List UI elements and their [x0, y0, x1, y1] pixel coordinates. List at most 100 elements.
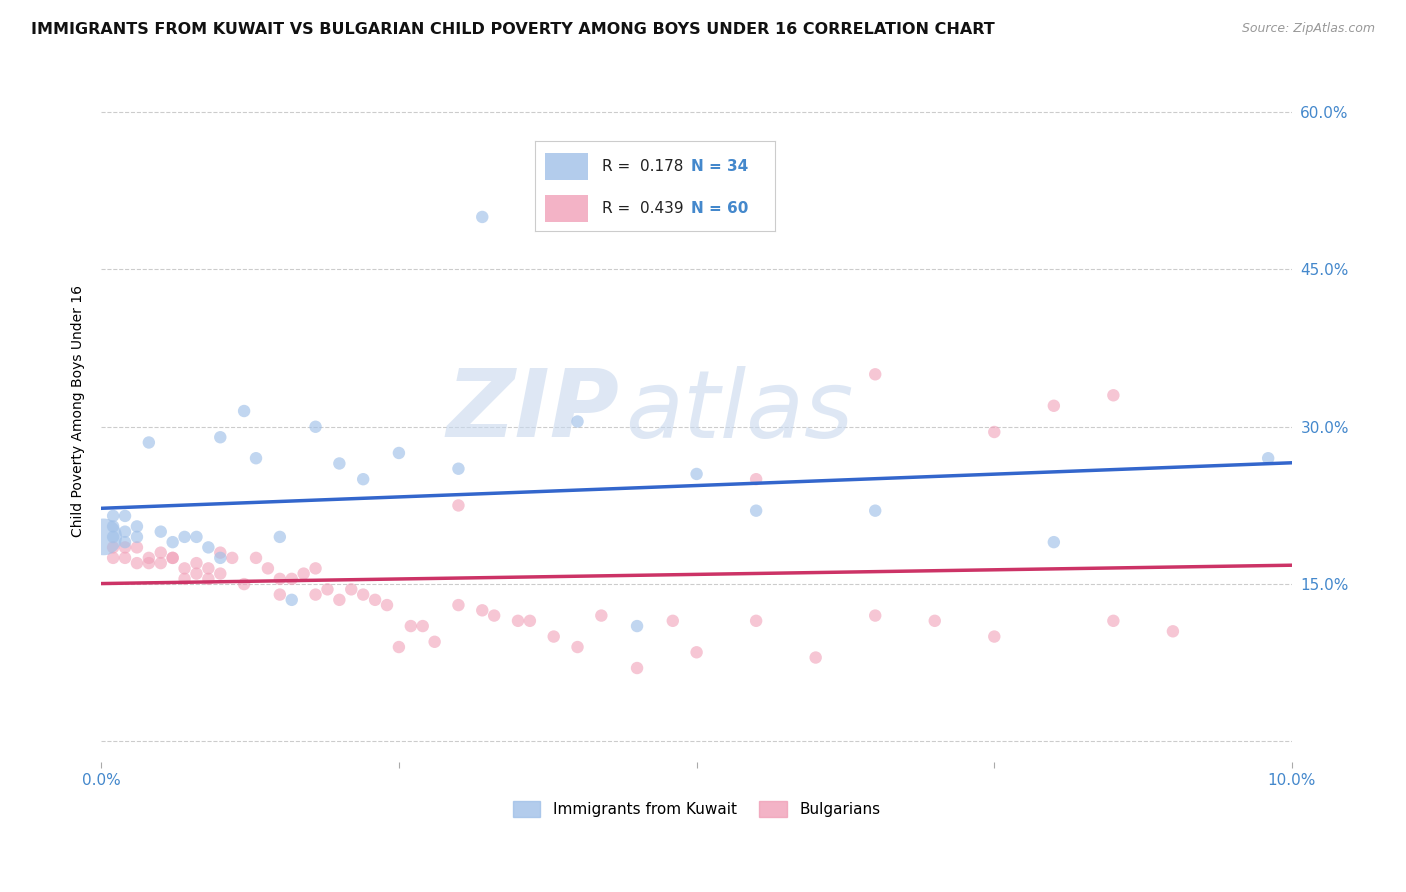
Point: [1102, 614, 1125, 628]
Point: [149, 524, 172, 539]
Point: [375, 598, 398, 612]
Point: [983, 630, 1005, 644]
Point: [304, 419, 326, 434]
Point: [186, 556, 208, 570]
Legend: Immigrants from Kuwait, Bulgarians: Immigrants from Kuwait, Bulgarians: [505, 794, 889, 825]
Point: [197, 541, 219, 555]
Text: Source: ZipAtlas.com: Source: ZipAtlas.com: [1241, 22, 1375, 36]
Point: [162, 550, 184, 565]
Point: [304, 561, 326, 575]
Point: [125, 530, 148, 544]
Text: R =  0.178: R = 0.178: [602, 159, 683, 174]
Point: [804, 650, 827, 665]
Point: [482, 608, 505, 623]
Point: [506, 614, 529, 628]
Point: [209, 430, 232, 444]
Point: [983, 425, 1005, 439]
Point: [364, 592, 387, 607]
Point: [138, 556, 160, 570]
Point: [101, 530, 124, 544]
Point: [125, 541, 148, 555]
Point: [186, 566, 208, 581]
Point: [101, 519, 124, 533]
Point: [388, 640, 411, 654]
Point: [567, 415, 589, 429]
Point: [257, 561, 280, 575]
Point: [173, 572, 195, 586]
Point: [149, 546, 172, 560]
Point: [340, 582, 363, 597]
Point: [280, 592, 302, 607]
Point: [114, 541, 136, 555]
Point: [423, 635, 446, 649]
Point: [745, 472, 768, 486]
Point: [101, 508, 124, 523]
Point: [125, 519, 148, 533]
Point: [471, 210, 494, 224]
Point: [567, 640, 589, 654]
Point: [125, 556, 148, 570]
FancyBboxPatch shape: [546, 195, 588, 222]
Text: R =  0.439: R = 0.439: [602, 201, 685, 216]
Point: [162, 535, 184, 549]
Point: [519, 614, 541, 628]
Point: [863, 608, 886, 623]
Point: [1043, 535, 1066, 549]
Point: [173, 530, 195, 544]
Point: [186, 530, 208, 544]
Point: [93, 530, 115, 544]
Point: [114, 550, 136, 565]
Point: [269, 588, 291, 602]
Point: [114, 524, 136, 539]
Point: [685, 645, 707, 659]
Point: [471, 603, 494, 617]
Text: atlas: atlas: [626, 366, 853, 457]
Text: N = 34: N = 34: [692, 159, 748, 174]
Point: [1043, 399, 1066, 413]
Point: [626, 619, 648, 633]
FancyBboxPatch shape: [546, 153, 588, 180]
Point: [233, 404, 256, 418]
Point: [269, 572, 291, 586]
Point: [245, 451, 267, 466]
Point: [745, 504, 768, 518]
Point: [399, 619, 422, 633]
Point: [662, 614, 685, 628]
Point: [626, 661, 648, 675]
Point: [328, 457, 350, 471]
Point: [292, 566, 315, 581]
Point: [685, 467, 707, 481]
Point: [197, 561, 219, 575]
Point: [447, 598, 470, 612]
Point: [447, 461, 470, 475]
Point: [209, 546, 232, 560]
Point: [863, 504, 886, 518]
Point: [1161, 624, 1184, 639]
Point: [138, 550, 160, 565]
Text: IMMIGRANTS FROM KUWAIT VS BULGARIAN CHILD POVERTY AMONG BOYS UNDER 16 CORRELATIO: IMMIGRANTS FROM KUWAIT VS BULGARIAN CHIL…: [31, 22, 994, 37]
Point: [114, 508, 136, 523]
Point: [412, 619, 434, 633]
Point: [863, 368, 886, 382]
Point: [328, 592, 350, 607]
Point: [221, 550, 243, 565]
Point: [101, 541, 124, 555]
Point: [149, 556, 172, 570]
Point: [245, 550, 267, 565]
Point: [197, 572, 219, 586]
Point: [316, 582, 339, 597]
Point: [1257, 451, 1279, 466]
Point: [269, 530, 291, 544]
Point: [1102, 388, 1125, 402]
Point: [114, 535, 136, 549]
Point: [388, 446, 411, 460]
Point: [173, 561, 195, 575]
Point: [280, 572, 302, 586]
Point: [101, 550, 124, 565]
Point: [209, 550, 232, 565]
Point: [138, 435, 160, 450]
Point: [924, 614, 946, 628]
Text: ZIP: ZIP: [446, 365, 619, 457]
Point: [352, 588, 374, 602]
Point: [745, 614, 768, 628]
